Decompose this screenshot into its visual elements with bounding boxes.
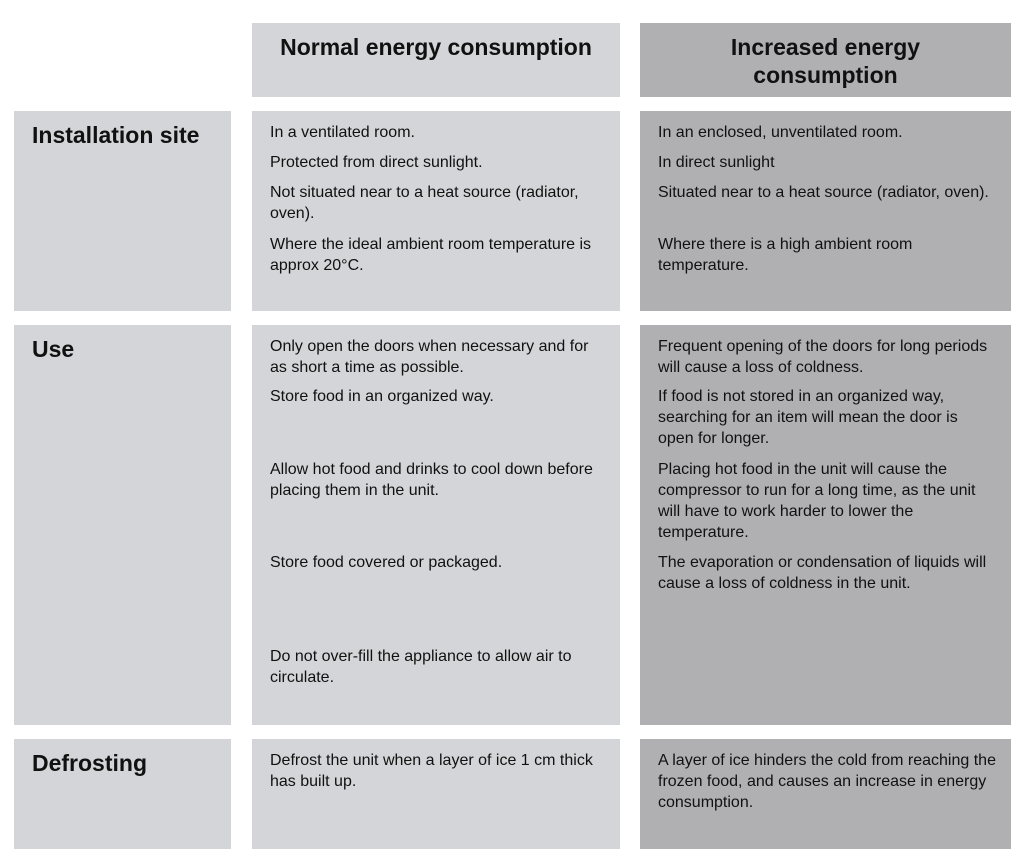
text: In a ventilated room. — [270, 124, 415, 141]
row-label-installation: Installation site — [14, 111, 231, 311]
text: Placing hot food in the unit will cause … — [658, 461, 976, 541]
text: Situated near to a heat source (radiator… — [658, 184, 989, 201]
text: In direct sunlight — [658, 154, 775, 171]
text: Allow hot food and drinks to cool down b… — [270, 461, 593, 499]
defrosting-increased-cell: A layer of ice hinders the cold from rea… — [640, 739, 1011, 849]
text: Store food in an organized way. — [270, 388, 494, 405]
text: Not situated near to a heat source (radi… — [270, 184, 579, 222]
text: Frequent opening of the doors for long p… — [658, 338, 988, 376]
text: Store food covered or packaged. — [270, 554, 503, 571]
text: Where the ideal ambient room temperature… — [270, 236, 592, 274]
text: In an enclosed, unventilated room. — [658, 124, 903, 141]
text: Do not over-fill the appliance to allow … — [270, 648, 572, 686]
installation-normal-cell: In a ventilated room. Protected from dir… — [252, 111, 620, 311]
header-normal: Normal energy consumption — [252, 23, 620, 97]
text: The evaporation or condensation of liqui… — [658, 554, 987, 592]
header-increased: Increased energy consumption — [640, 23, 1011, 97]
text: Only open the doors when necessary and f… — [270, 338, 589, 376]
text: Where there is a high ambient room tempe… — [658, 236, 913, 274]
installation-increased-cell: In an enclosed, unventilated room. In di… — [640, 111, 1011, 311]
row-label-use: Use — [14, 325, 231, 725]
use-normal-cell: Only open the doors when necessary and f… — [252, 325, 620, 725]
defrosting-normal-cell: Defrost the unit when a layer of ice 1 c… — [252, 739, 620, 849]
use-increased-cell: Frequent opening of the doors for long p… — [640, 325, 1011, 725]
row-label-defrosting: Defrosting — [14, 739, 231, 849]
text: A layer of ice hinders the cold from rea… — [658, 752, 996, 811]
text: Defrost the unit when a layer of ice 1 c… — [270, 752, 593, 790]
text: If food is not stored in an organized wa… — [658, 388, 958, 447]
text: Protected from direct sunlight. — [270, 154, 483, 171]
